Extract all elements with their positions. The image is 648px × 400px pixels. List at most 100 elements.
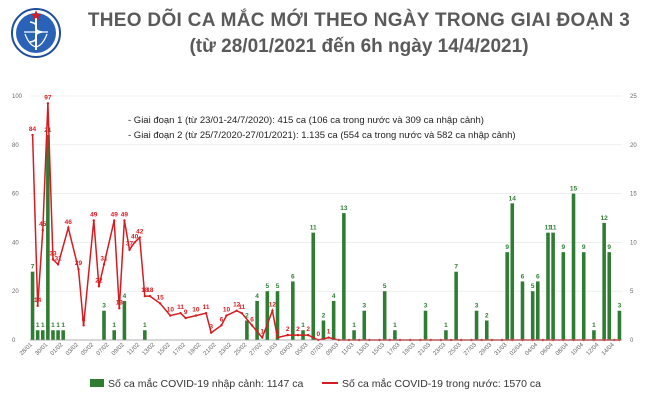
line-point: [184, 316, 187, 320]
bar: [474, 310, 479, 340]
line-value-label: 15: [157, 294, 165, 301]
line-point: [67, 226, 70, 229]
left-axis-tick-label: 80: [12, 143, 19, 149]
annotation-phase-1: - Giai đoạn 1 (từ 23/01-24/7/2020): 415 …: [128, 115, 484, 126]
bar-value-label: 15: [570, 186, 578, 193]
bar-value-label: 9: [582, 244, 586, 251]
bar: [102, 310, 106, 340]
line-value-label: 1: [260, 329, 264, 336]
line-value-label: 3: [209, 324, 213, 331]
x-axis-tick-label: 25/02: [233, 342, 248, 357]
bar-value-label: 4: [332, 293, 336, 300]
x-axis-tick-label: 15/02: [157, 342, 172, 357]
line-point: [82, 324, 85, 327]
x-axis-tick-label: 19/03: [402, 342, 417, 357]
line-point: [113, 219, 116, 222]
x-axis-tick-label: 27/03: [463, 342, 478, 357]
bar-value-label: 9: [505, 244, 509, 251]
x-axis-tick-label: 28/01: [19, 342, 34, 357]
line-point: [306, 333, 310, 337]
line-point: [169, 314, 172, 317]
line-point: [286, 333, 289, 337]
line-value-label: 45: [39, 221, 47, 228]
left-axis-tick-label: 0: [12, 338, 16, 344]
line-value-label: 18: [141, 287, 149, 294]
chart-subtitle: (từ 28/01/2021 đến 6h ngày 14/4/2021): [189, 36, 529, 57]
x-axis-tick-label: 01/03: [264, 342, 279, 357]
bar: [112, 330, 116, 340]
line-value-label: 31: [100, 255, 108, 262]
line-value-label: 2: [286, 326, 290, 333]
bar-value-label: 1: [301, 322, 305, 329]
bar-value-label: 12: [601, 215, 609, 222]
bar-value-label: 9: [607, 244, 611, 251]
bar: [122, 300, 127, 340]
bar: [362, 310, 367, 340]
line-value-label: 37: [126, 241, 134, 248]
x-axis-tick-label: 05/03: [295, 342, 310, 357]
line-value-label: 31: [54, 255, 62, 262]
line-point: [102, 263, 106, 266]
bar: [265, 291, 270, 340]
x-axis-tick-label: 15/03: [371, 342, 386, 357]
bar-value-label: 1: [592, 322, 596, 329]
bar-value-label: 11: [545, 225, 552, 232]
x-axis-tick-label: 19/02: [188, 342, 203, 357]
line-point: [327, 336, 330, 339]
bar: [342, 213, 346, 340]
bar: [311, 232, 316, 340]
bar: [143, 330, 147, 340]
bar: [382, 291, 387, 340]
legend-bar-label: Số ca mắc COVID-19 nhập cảnh: 1147 ca: [108, 377, 303, 390]
bar: [331, 300, 336, 340]
bar-value-label: 7: [31, 264, 35, 271]
bar: [530, 291, 535, 340]
line-value-label: 10: [223, 307, 231, 314]
bar: [275, 291, 280, 340]
x-axis-tick-label: 09/03: [325, 342, 340, 357]
line-point: [46, 102, 50, 105]
line-value-label: 18: [146, 287, 154, 294]
bar-value-label: 5: [276, 283, 280, 290]
line-point: [97, 285, 101, 288]
bar-value-label: 11: [550, 225, 557, 232]
line-value-label: 49: [121, 211, 129, 218]
line-point: [128, 248, 131, 251]
line-point: [41, 229, 44, 232]
bar: [255, 300, 259, 340]
line-value-label: 11: [238, 304, 245, 311]
bar: [581, 252, 586, 340]
bar-value-label: 1: [56, 322, 60, 329]
line-value-label: 2: [306, 326, 310, 333]
bar: [536, 281, 540, 340]
ministry-of-health-logo: [11, 8, 61, 58]
bar: [30, 271, 35, 340]
bar-value-label: 6: [291, 273, 295, 280]
line-point: [296, 333, 300, 337]
bar: [607, 252, 612, 340]
bar: [592, 330, 596, 340]
bar-value-label: 1: [51, 322, 55, 329]
line-value-label: 49: [111, 211, 119, 218]
bar-value-label: 2: [485, 312, 489, 319]
bar-value-label: 1: [393, 322, 397, 329]
x-axis-tick-label: 02/04: [509, 342, 524, 357]
line-point: [77, 268, 80, 271]
line-value-label: 1: [327, 329, 331, 336]
line-value-label: 1: [276, 329, 280, 336]
line-point: [31, 133, 34, 137]
x-axis-tick-label: 21/02: [203, 342, 218, 357]
bar: [546, 232, 550, 340]
bar-value-label: 1: [112, 322, 116, 329]
line-value-label: 33: [49, 250, 57, 257]
bar-value-label: 5: [531, 283, 535, 290]
line-point: [204, 311, 208, 315]
x-axis-tick-label: 03/02: [65, 342, 80, 357]
line-point: [133, 241, 136, 244]
bar-value-label: 1: [41, 322, 45, 329]
line-point: [92, 219, 95, 222]
line-point: [250, 324, 254, 327]
bar-value-label: 3: [102, 303, 106, 310]
line-value-label: 22: [95, 277, 103, 284]
